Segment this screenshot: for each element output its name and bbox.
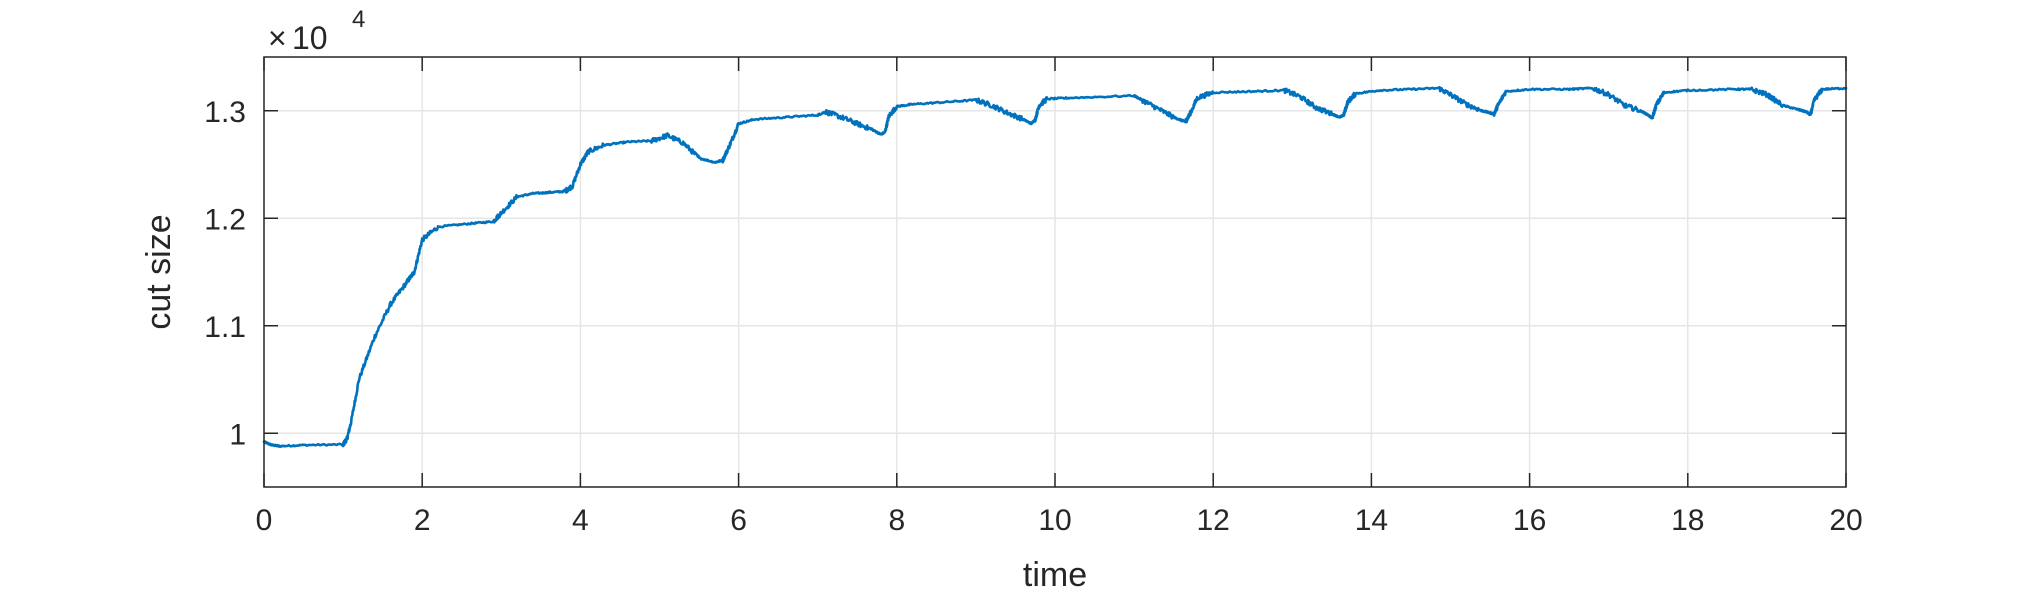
tick-labels-layer: 0 2 4 6 8 10 12 14 16 18 20 1 1.1 1.2 1.3 bbox=[204, 96, 1862, 537]
x-tick-label: 18 bbox=[1671, 504, 1704, 537]
x-tick-label: 6 bbox=[730, 504, 747, 537]
x-tick-label: 4 bbox=[572, 504, 589, 537]
y-tick-label: 1.1 bbox=[204, 311, 246, 344]
x-tick-label: 2 bbox=[414, 504, 431, 537]
x-tick-label: 0 bbox=[256, 504, 273, 537]
y-multiplier-base: 10 bbox=[292, 20, 328, 56]
y-axis-label: cut size bbox=[140, 214, 178, 329]
ticks-layer bbox=[263, 57, 1847, 487]
series-line-cut-size bbox=[262, 85, 1848, 449]
grid-lines bbox=[264, 57, 1846, 487]
y-tick-label: 1.2 bbox=[204, 203, 246, 236]
y-multiplier-exponent: 4 bbox=[352, 6, 365, 33]
y-multiplier: × 10 4 bbox=[268, 6, 365, 56]
series-layer bbox=[262, 85, 1848, 449]
y-tick-label: 1 bbox=[229, 418, 246, 451]
x-tick-label: 12 bbox=[1197, 504, 1230, 537]
x-axis-label: time bbox=[1023, 556, 1087, 594]
y-multiplier-times-sign: × bbox=[268, 20, 287, 56]
x-tick-label: 20 bbox=[1829, 504, 1862, 537]
x-tick-label: 8 bbox=[888, 504, 905, 537]
y-tick-label: 1.3 bbox=[204, 96, 246, 129]
x-tick-label: 14 bbox=[1355, 504, 1388, 537]
x-tick-label: 16 bbox=[1513, 504, 1546, 537]
x-tick-label: 10 bbox=[1038, 504, 1071, 537]
